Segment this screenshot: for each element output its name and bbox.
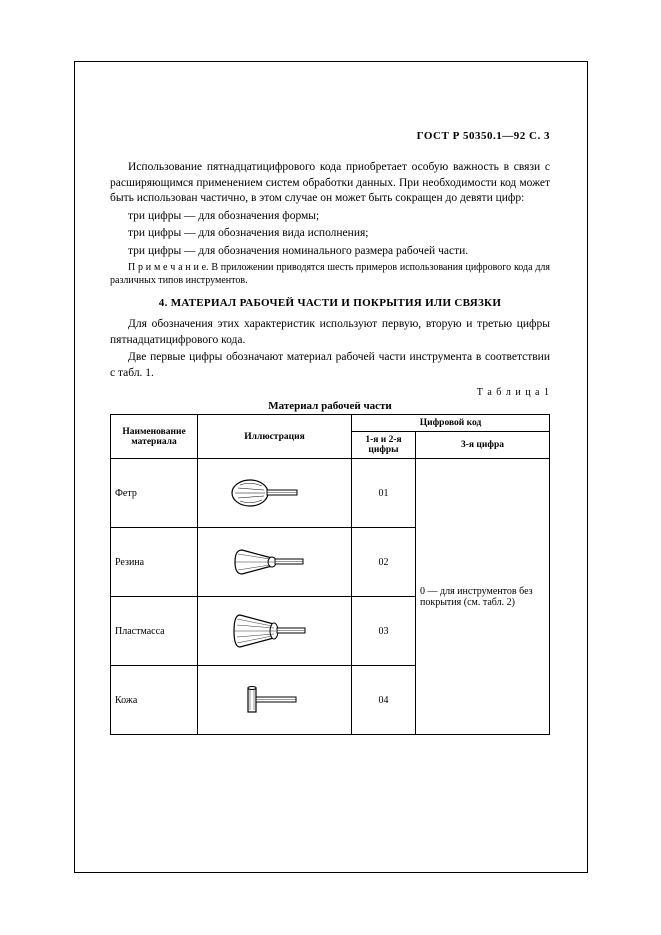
cell-name: Пластмасса: [111, 597, 198, 666]
th-code12: 1-я и 2-я цифры: [352, 432, 416, 459]
cell-name: Фетр: [111, 459, 198, 528]
cell-illustration: [198, 597, 352, 666]
tool-plastic-icon: [220, 609, 330, 653]
note-paragraph: П р и м е ч а н и е. В приложении привод…: [110, 261, 550, 287]
table-caption: Материал рабочей части: [110, 400, 550, 412]
list-item-2: три цифры — для обозначения вида исполне…: [110, 226, 550, 242]
cell-illustration: [198, 528, 352, 597]
cell-illustration: [198, 666, 352, 735]
cell-illustration: [198, 459, 352, 528]
paragraph-3: Две первые цифры обозначают материал раб…: [110, 350, 550, 381]
paragraph-intro: Использование пятнадцатицифрового кода п…: [110, 160, 550, 207]
cell-name: Кожа: [111, 666, 198, 735]
page-content: ГОСТ Р 50350.1—92 С. 3 Использование пят…: [110, 130, 550, 735]
cell-code: 04: [352, 666, 416, 735]
cell-name: Резина: [111, 528, 198, 597]
cell-code: 01: [352, 459, 416, 528]
paragraph-2: Для обозначения этих характеристик испол…: [110, 317, 550, 348]
th-illustration: Иллюстрация: [198, 415, 352, 459]
cell-code: 03: [352, 597, 416, 666]
table-label: Т а б л и ц а 1: [110, 387, 550, 398]
th-material: Наименование материала: [111, 415, 198, 459]
table-row: Фетр 01 0 — для инструментов без покрыти…: [111, 459, 550, 528]
cell-code3-note: 0 — для инструментов без покрытия (см. т…: [416, 459, 550, 735]
tool-rubber-icon: [220, 542, 330, 582]
list-item-3: три цифры — для обозначения номинального…: [110, 244, 550, 260]
material-table: Наименование материала Иллюстрация Цифро…: [110, 414, 550, 735]
th-code3: 3-я цифра: [416, 432, 550, 459]
tool-leather-icon: [220, 680, 330, 720]
cell-code: 02: [352, 528, 416, 597]
tool-felt-icon: [220, 473, 330, 513]
th-code-group: Цифровой код: [352, 415, 550, 432]
table-header-row-1: Наименование материала Иллюстрация Цифро…: [111, 415, 550, 432]
section-heading: 4. МАТЕРИАЛ РАБОЧЕЙ ЧАСТИ И ПОКРЫТИЯ ИЛИ…: [110, 297, 550, 309]
list-item-1: три цифры — для обозначения формы;: [110, 209, 550, 225]
page-header: ГОСТ Р 50350.1—92 С. 3: [110, 130, 550, 142]
